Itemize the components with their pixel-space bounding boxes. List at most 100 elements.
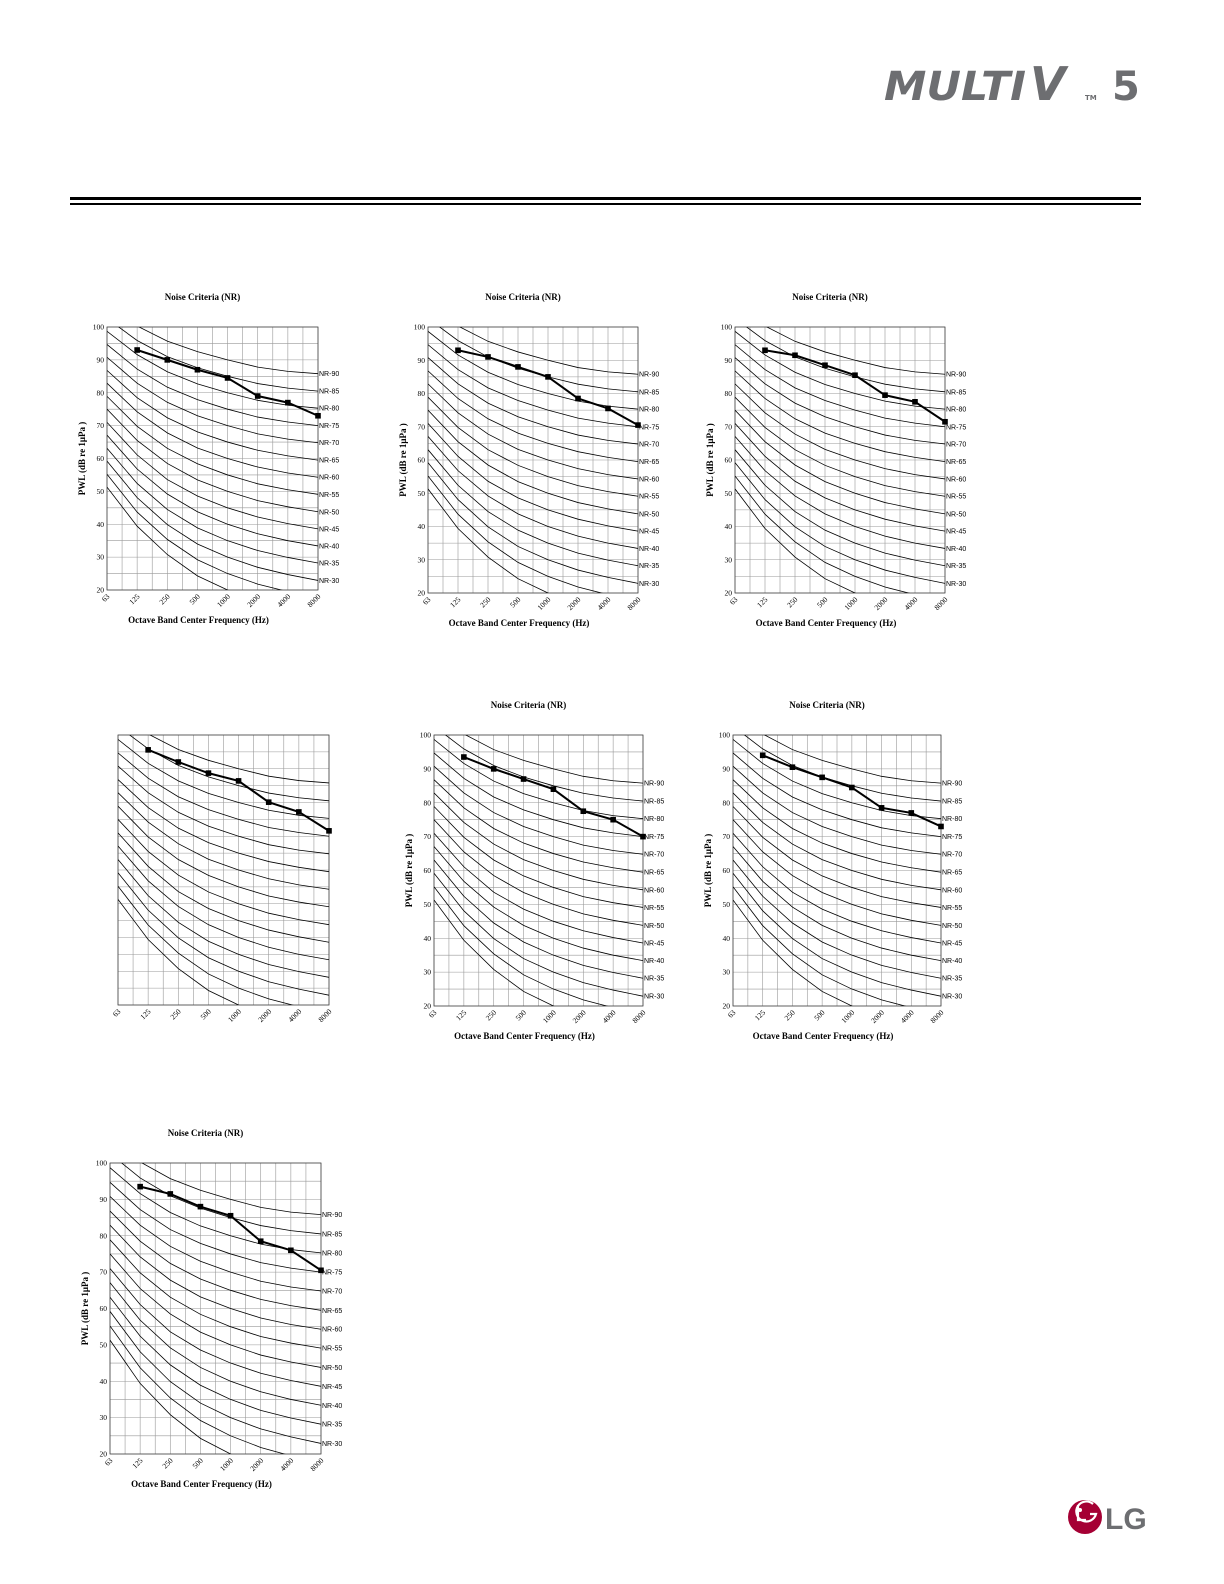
header-rule: [70, 203, 1141, 205]
y-tick-label: 70: [418, 422, 426, 431]
x-tick-label: 250: [785, 595, 799, 609]
nr-curve: [434, 752, 643, 838]
x-tick-label: 125: [454, 1008, 468, 1022]
series-marker: [759, 752, 766, 759]
plot-frame: [433, 734, 644, 1007]
nr-label: NR-30: [319, 578, 339, 585]
nr-label: NR-85: [322, 1231, 342, 1238]
nr-label: NR-35: [639, 563, 659, 570]
series-marker: [938, 823, 944, 830]
nr-curve: [434, 806, 643, 908]
nr-curve: [110, 1253, 321, 1368]
y-tick-label: 90: [100, 1195, 108, 1204]
y-tick-label: 40: [424, 934, 432, 943]
chart-title: Noise Criteria (NR): [485, 292, 560, 302]
plot-frame: [106, 326, 319, 591]
series-marker: [635, 422, 641, 428]
header-logo: MULTI V TM 5: [884, 57, 1140, 111]
series-marker: [318, 1267, 324, 1274]
nr-curve: [107, 330, 318, 409]
series-marker: [265, 799, 272, 805]
nr-curve: [735, 370, 945, 463]
x-tick-label: 250: [160, 1456, 174, 1470]
nr-curve: [428, 383, 638, 480]
y-tick-label: 40: [418, 522, 426, 531]
y-tick-label: 20: [418, 589, 426, 598]
nr-label: NR-55: [942, 905, 962, 912]
y-tick-label: 70: [97, 421, 105, 430]
nr-label: NR-45: [946, 529, 966, 536]
y-tick-label: 100: [414, 323, 426, 332]
x-tick-label: 2000: [256, 1007, 273, 1024]
y-tick-label: 40: [97, 520, 105, 529]
nr-label: NR-40: [322, 1403, 342, 1410]
chart-title: Noise Criteria (NR): [792, 292, 867, 302]
nr-curve: [434, 792, 643, 891]
nr-curve: [428, 344, 638, 428]
y-tick-label: 20: [725, 589, 733, 598]
series-marker: [575, 395, 581, 402]
nr-curve: [733, 832, 941, 944]
x-tick-label: 4000: [899, 1008, 916, 1025]
nr-curve: [434, 859, 643, 979]
nr-curve: [110, 1311, 321, 1444]
nr-curve: [118, 885, 294, 1005]
chart: 20 30 40 50 60 70 80 90 100 63 125 250 500 1000 2000 40…: [703, 700, 962, 1041]
nr-curves: [107, 327, 318, 590]
nr-curve: [428, 462, 638, 584]
nr-label: NR-90: [319, 371, 339, 378]
nr-label: NR-90: [644, 781, 664, 788]
series-marker: [326, 828, 332, 834]
x-tick-label: 8000: [932, 595, 949, 612]
nr-curve: [745, 327, 945, 393]
series-marker: [640, 833, 646, 840]
nr-curve: [733, 886, 907, 1006]
series-marker: [942, 418, 948, 425]
y-tick-label: 80: [418, 389, 426, 398]
x-axis-label: Octave Band Center Frequency (Hz): [449, 618, 590, 628]
nr-curve: [733, 806, 941, 908]
x-tick-label: 1000: [839, 1008, 856, 1025]
series-marker: [227, 1212, 234, 1219]
nr-curve: [464, 735, 643, 784]
nr-label: NR-30: [946, 581, 966, 588]
chart-title: Noise Criteria (NR): [168, 1128, 243, 1138]
chart-title: Noise Criteria (NR): [165, 292, 240, 302]
series-marker: [520, 776, 527, 782]
x-tick-label: 8000: [308, 1456, 325, 1473]
series-marker: [789, 764, 796, 770]
logo-tm: TM: [1085, 94, 1097, 102]
x-tick-label: 500: [188, 592, 202, 606]
nr-label: NR-65: [639, 459, 659, 466]
y-tick-label: 60: [723, 866, 731, 875]
series-marker: [580, 808, 587, 815]
nr-label: NR-40: [319, 543, 339, 550]
y-axis-label: PWL (dB re 1μPa ): [80, 1272, 90, 1345]
nr-label: NR-85: [946, 389, 966, 396]
x-tick-label: 8000: [630, 1008, 647, 1025]
nr-label: NR-65: [322, 1308, 342, 1315]
nr-curve: [118, 327, 318, 392]
x-tick-label: 8000: [316, 1007, 333, 1024]
nr-curve: [735, 423, 945, 532]
nr-curve: [735, 449, 945, 567]
nr-label: NR-65: [946, 459, 966, 466]
nr-curve: [428, 357, 638, 445]
x-tick-label: 125: [753, 1008, 767, 1022]
y-tick-label: 90: [97, 355, 105, 364]
x-tick-label: 63: [103, 1456, 115, 1468]
y-tick-label: 100: [96, 1159, 108, 1168]
nr-curve: [107, 486, 229, 590]
nr-curve: [110, 1239, 321, 1349]
series-marker: [878, 805, 885, 811]
nr-label: NR-40: [946, 546, 966, 553]
nr-label: NR-45: [644, 940, 664, 947]
x-tick-label: 500: [812, 1008, 826, 1022]
nr-curve: [121, 1163, 321, 1235]
nr-curves: [434, 735, 643, 1006]
x-tick-label: 250: [157, 592, 171, 606]
x-tick-label: 63: [100, 592, 112, 604]
x-tick-label: 125: [127, 592, 141, 606]
footer-logo: LG: [1068, 1500, 1147, 1536]
nr-curve: [428, 396, 638, 497]
